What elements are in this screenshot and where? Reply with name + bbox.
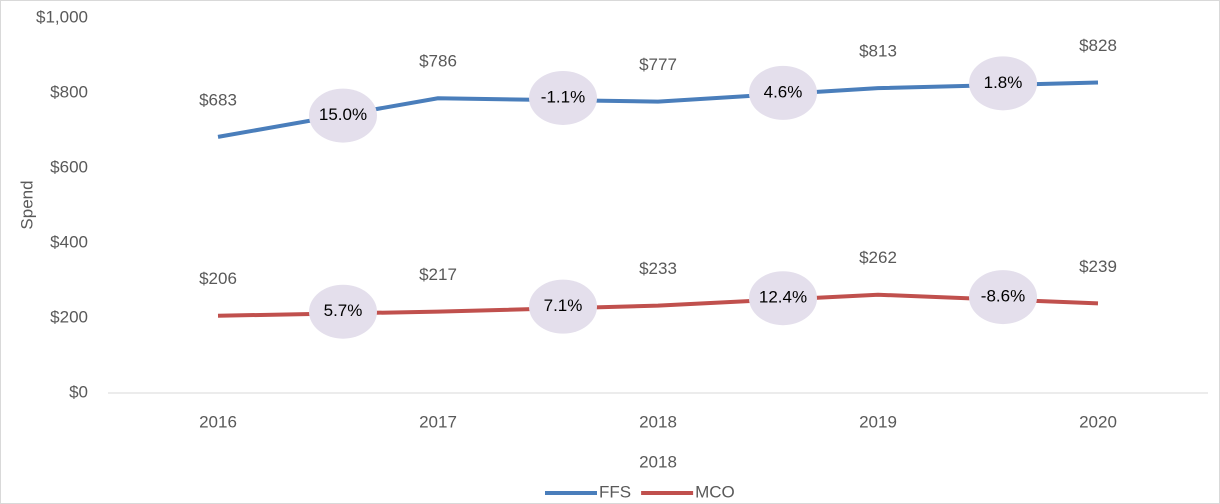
data-label: $683	[199, 90, 237, 109]
annotation-bubble	[529, 70, 597, 125]
y-tick-label: $800	[50, 82, 88, 101]
x-tick-label: 2020	[1079, 412, 1117, 431]
annotation-bubble	[309, 88, 377, 143]
annotation: 1.8%	[984, 73, 1023, 92]
annotation: 7.1%	[544, 296, 583, 315]
data-label: $206	[199, 269, 237, 288]
x-tick-label: 2017	[419, 412, 457, 431]
annotation: -8.6%	[981, 287, 1025, 306]
annotation: 4.6%	[764, 82, 803, 101]
annotation-bubble	[529, 279, 597, 334]
y-axis-label: Spend	[17, 180, 36, 229]
data-label: $777	[639, 55, 677, 74]
x-tick-label: 2018	[639, 412, 677, 431]
y-tick-label: $600	[50, 157, 88, 176]
data-label: $262	[859, 248, 897, 267]
data-label: $233	[639, 259, 677, 278]
y-tick-label: $1,000	[36, 7, 88, 26]
annotation: 15.0%	[319, 105, 367, 124]
data-label: $217	[419, 265, 457, 284]
data-label: $786	[419, 52, 457, 71]
x-tick-label: 2016	[199, 412, 237, 431]
y-tick-label: $0	[69, 382, 88, 401]
data-label: $239	[1079, 257, 1117, 276]
annotation: -1.1%	[541, 87, 585, 106]
legend-label: MCO	[695, 482, 735, 501]
y-tick-label: $400	[50, 232, 88, 251]
data-label: $813	[859, 42, 897, 61]
x-axis-label: 2018	[639, 452, 677, 471]
annotation-bubble	[749, 65, 817, 120]
annotation: 12.4%	[759, 288, 807, 307]
legend-label: FFS	[599, 482, 631, 501]
x-tick-label: 2019	[859, 412, 897, 431]
annotation-bubble	[309, 284, 377, 339]
data-label: $828	[1079, 36, 1117, 55]
annotation-bubble	[749, 271, 817, 326]
annotation-bubble	[969, 270, 1037, 325]
annotation: 5.7%	[324, 301, 363, 320]
y-tick-label: $200	[50, 307, 88, 326]
annotation-bubble	[969, 56, 1037, 111]
